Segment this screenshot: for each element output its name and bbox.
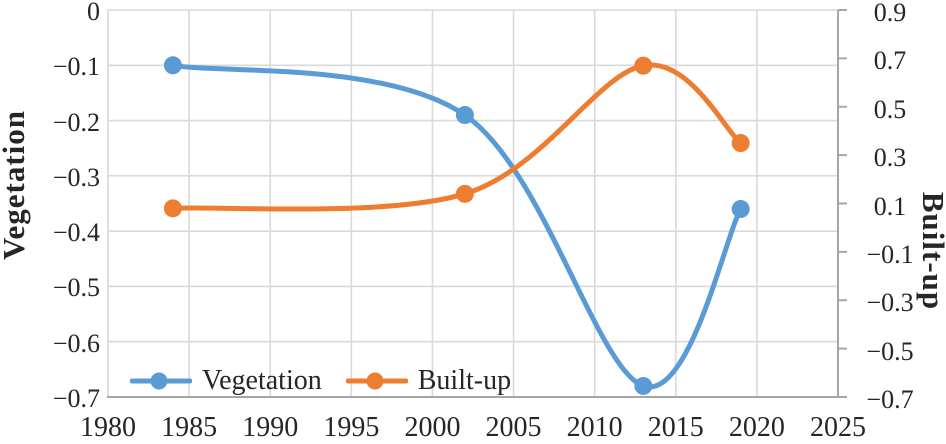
series-line-vegetation: [170, 62, 744, 390]
data-point-built-up: [163, 199, 182, 218]
data-point-built-up: [634, 56, 653, 75]
vegetation-line-marker-icon: [130, 372, 192, 390]
series-line-built-up: [170, 62, 744, 212]
legend-item-vegetation: Vegetation: [130, 365, 322, 397]
legend-label-built-up: Built-up: [417, 365, 512, 396]
left-axis-title: Vegetation: [0, 109, 31, 261]
data-point-vegetation: [163, 56, 182, 75]
legend: Vegetation Built-up: [130, 363, 511, 399]
data-point-built-up: [455, 184, 474, 203]
data-point-vegetation: [731, 200, 750, 219]
data-point-built-up: [731, 134, 750, 153]
legend-label-vegetation: Vegetation: [202, 365, 322, 396]
legend-item-built-up: Built-up: [345, 365, 512, 397]
right-axis-title: Built-up: [916, 191, 946, 311]
built-up-line-marker-icon: [345, 372, 408, 390]
data-point-vegetation: [455, 106, 474, 125]
data-point-vegetation: [634, 376, 653, 395]
